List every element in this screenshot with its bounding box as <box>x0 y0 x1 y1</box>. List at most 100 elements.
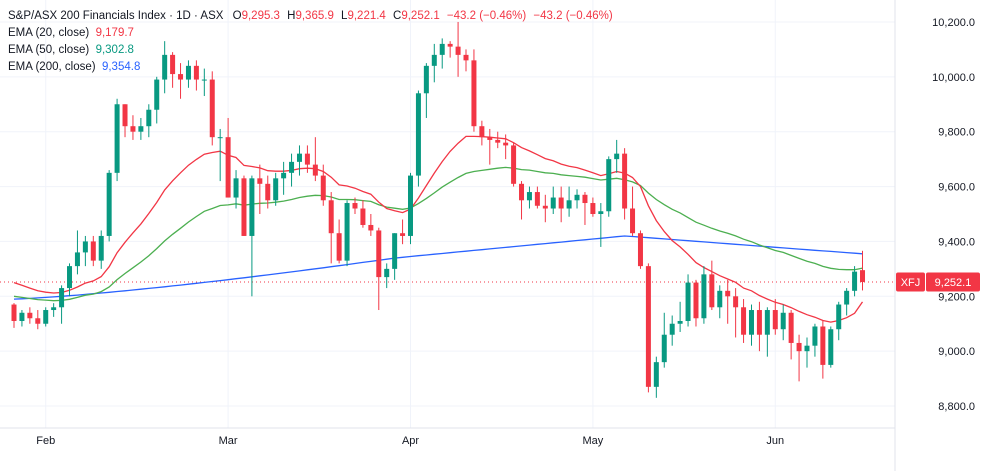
candle-body <box>479 126 485 138</box>
candle-body <box>661 334 667 363</box>
price-axis[interactable]: 8,800.0 9,000.0 9,200.0 9,400.0 9,600.0 9,800… <box>932 17 975 413</box>
candle-body <box>852 271 858 291</box>
candle <box>154 76 160 124</box>
candle <box>225 117 231 198</box>
candle-body <box>526 192 532 201</box>
x-tick-label: Apr <box>402 435 419 447</box>
candle-body <box>812 326 818 346</box>
candle-body <box>709 274 715 308</box>
candle <box>574 189 580 209</box>
candle-body <box>455 46 461 55</box>
chart-legend: S&P/ASX 200 Financials Index · 1D · ASX … <box>8 8 617 76</box>
candle <box>289 153 295 187</box>
candle-body <box>170 54 176 75</box>
candle <box>463 49 469 72</box>
candle-body <box>622 153 628 209</box>
candle-body <box>233 178 239 198</box>
candle-body <box>534 192 540 206</box>
candle-body <box>788 312 794 343</box>
ema50-line <box>13 166 863 302</box>
ema20-line <box>13 135 864 323</box>
y-tick-label: 9,600.0 <box>938 182 975 194</box>
candle <box>860 250 866 291</box>
time-axis[interactable]: Feb Mar Apr May Jun <box>36 435 784 447</box>
candle-body <box>637 233 643 267</box>
candle <box>455 21 461 77</box>
candle-body <box>201 79 207 81</box>
candle-body <box>733 296 739 308</box>
candle-body <box>495 139 501 143</box>
candle <box>178 63 184 99</box>
candle <box>27 307 33 324</box>
price-change-secondary: −43.2 (−0.46%) <box>533 10 613 22</box>
candle <box>764 307 770 357</box>
candle <box>241 175 247 236</box>
candle <box>122 104 128 138</box>
candle <box>519 181 525 220</box>
candle-body <box>384 268 390 278</box>
candle-body <box>669 323 675 335</box>
candle <box>820 321 826 379</box>
x-tick-label: Feb <box>36 435 55 447</box>
candle <box>828 326 834 368</box>
candle-body <box>614 153 620 160</box>
y-tick-label: 9,000.0 <box>938 346 975 358</box>
ohlc-high: H9,365.9 <box>287 10 334 22</box>
candle-body <box>558 197 564 209</box>
candle <box>320 164 326 206</box>
candle <box>392 233 398 280</box>
candle-body <box>90 241 96 261</box>
candle-body <box>67 266 73 289</box>
candle-body <box>82 241 88 253</box>
legend-ema20[interactable]: EMA (20, close) 9,179.7 <box>8 25 617 42</box>
candle <box>677 301 683 332</box>
ohlc-open: O9,295.3 <box>232 10 280 22</box>
candle <box>582 192 588 225</box>
candle <box>98 230 104 269</box>
candle <box>11 303 17 328</box>
ohlc-close: C9,252.1 <box>393 10 440 22</box>
candle-body <box>764 310 770 335</box>
ema50-label: EMA (50, close) <box>8 44 90 56</box>
candle-body <box>447 43 453 47</box>
legend-ema50[interactable]: EMA (50, close) 9,302.8 <box>8 42 617 59</box>
candle-body <box>106 172 112 236</box>
candle <box>106 170 112 242</box>
candle <box>733 288 739 338</box>
candle <box>796 334 802 382</box>
price-tag-value: 9,252.1 <box>935 277 972 289</box>
candle-body <box>59 288 65 308</box>
candle-body <box>376 230 382 278</box>
legend-ema200[interactable]: EMA (200, close) 9,354.8 <box>8 59 617 76</box>
candle <box>685 274 691 327</box>
candle-body <box>590 203 596 214</box>
candle <box>661 312 667 368</box>
candle <box>82 235 88 267</box>
candle <box>170 52 176 88</box>
candle-body <box>27 312 33 319</box>
candle <box>653 356 659 398</box>
candle <box>344 200 350 267</box>
candle <box>479 120 485 146</box>
candle <box>542 194 548 223</box>
candle-body <box>606 159 612 212</box>
candle <box>336 219 342 264</box>
candle-body <box>574 194 580 201</box>
candle <box>408 172 413 245</box>
candle-body <box>74 252 80 267</box>
price-tag-symbol-bg <box>896 272 925 292</box>
candle-body <box>130 126 136 132</box>
candle <box>598 203 604 247</box>
candle-body <box>35 318 41 324</box>
candle <box>780 304 786 341</box>
candle-body <box>471 60 477 127</box>
candle-body <box>392 233 398 269</box>
candle <box>645 263 651 393</box>
candle <box>590 197 596 217</box>
candle <box>209 71 215 146</box>
candle <box>471 49 477 132</box>
price-change: −43.2 (−0.46%) <box>446 10 527 22</box>
candle <box>114 98 120 182</box>
candle <box>146 104 152 138</box>
